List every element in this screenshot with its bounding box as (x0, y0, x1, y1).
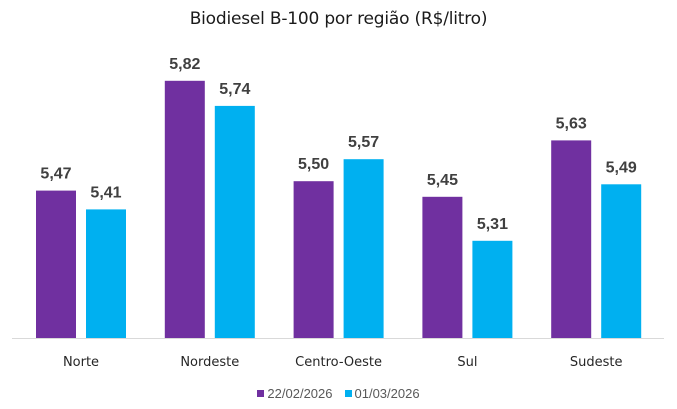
data-label: 5,45 (427, 172, 458, 189)
category-label: Norte (63, 355, 99, 370)
bar-norte-series-2 (86, 209, 126, 338)
legend-item-series-2: 01/03/2026 (344, 386, 420, 401)
bar-norte-series-1 (36, 190, 76, 338)
category-label: Nordeste (180, 355, 239, 370)
legend-item-series-1: 22/02/2026 (257, 386, 333, 401)
bar-centro-oeste-series-2 (343, 159, 384, 338)
category-label: Centro-Oeste (295, 355, 382, 370)
bar-nordeste-series-1 (164, 80, 205, 339)
data-label: 5,82 (169, 56, 200, 73)
bar-sul-series-1 (422, 196, 463, 338)
data-label: 5,57 (348, 134, 379, 151)
data-label: 5,41 (90, 184, 121, 201)
bar-nordeste-series-2 (214, 105, 255, 339)
data-label: 5,50 (298, 156, 329, 173)
bar-sul-series-2 (472, 240, 513, 338)
data-label: 5,47 (40, 166, 71, 183)
category-label: Sul (457, 355, 477, 370)
bar-sudeste-series-2 (601, 184, 642, 338)
legend-swatch-icon (257, 390, 265, 397)
data-label: 5,49 (606, 159, 637, 176)
data-label: 5,31 (477, 216, 508, 233)
bar-sudeste-series-1 (551, 140, 592, 338)
category-label: Sudeste (570, 355, 623, 370)
bar-centro-oeste-series-1 (293, 181, 334, 338)
bar-chart: 5,47 5,41 5,82 5,74 5,50 5,57 5,45 5,31 5,63 5,49… (12, 56, 664, 370)
legend: 22/02/2026 01/03/2026 (0, 386, 677, 401)
data-label: 5,63 (556, 115, 587, 132)
data-label: 5,74 (219, 81, 250, 98)
chart-title: Biodiesel B-100 por região (R$/litro) (189, 9, 488, 29)
legend-label: 22/02/2026 (267, 386, 333, 401)
legend-swatch-icon (344, 390, 352, 397)
legend-label: 01/03/2026 (354, 386, 420, 401)
